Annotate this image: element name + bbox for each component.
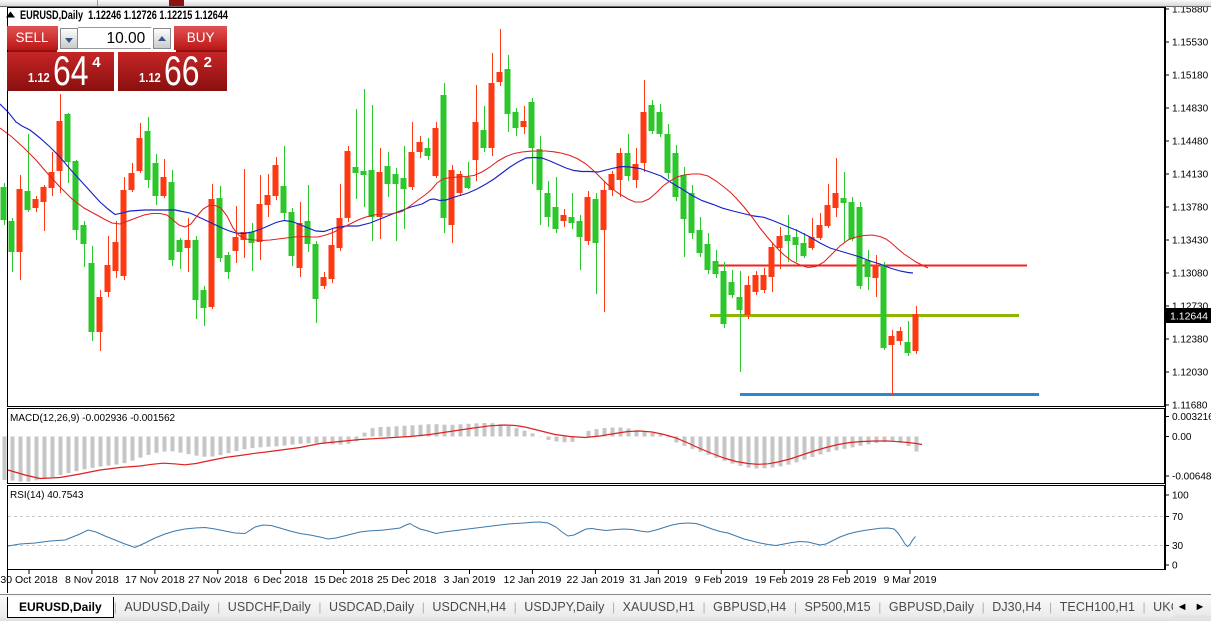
svg-text:1.13430: 1.13430 xyxy=(1172,236,1209,247)
svg-text:22 Jan 2019: 22 Jan 2019 xyxy=(566,574,624,586)
svg-text:-0.006485: -0.006485 xyxy=(1172,472,1211,483)
svg-text:30: 30 xyxy=(1172,541,1184,552)
svg-text:1.14130: 1.14130 xyxy=(1172,170,1209,181)
svg-text:EURUSD,Daily 1.12246 1.12726: EURUSD,Daily 1.12246 1.12726 1.12215 1.1… xyxy=(20,10,228,22)
svg-text:3 Jan 2019: 3 Jan 2019 xyxy=(444,574,496,586)
svg-text:1.12380: 1.12380 xyxy=(1172,335,1209,346)
svg-text:25 Dec 2018: 25 Dec 2018 xyxy=(377,574,437,586)
svg-text:30 Oct 2018: 30 Oct 2018 xyxy=(0,574,57,586)
svg-text:1.11680: 1.11680 xyxy=(1172,401,1208,412)
svg-text:1.15880: 1.15880 xyxy=(1172,5,1209,16)
svg-text:70: 70 xyxy=(1172,512,1184,523)
svg-text:19 Feb 2019: 19 Feb 2019 xyxy=(755,574,814,586)
svg-text:1.12644: 1.12644 xyxy=(1170,311,1208,323)
svg-text:27 Nov 2018: 27 Nov 2018 xyxy=(188,574,248,586)
svg-text:0.00: 0.00 xyxy=(1172,432,1192,443)
svg-text:RSI(14) 40.7543: RSI(14) 40.7543 xyxy=(10,490,84,501)
svg-text:31 Jan 2019: 31 Jan 2019 xyxy=(629,574,687,586)
svg-text:0.003216: 0.003216 xyxy=(1172,412,1211,423)
svg-text:1.14480: 1.14480 xyxy=(1172,137,1209,148)
svg-text:0: 0 xyxy=(1172,561,1178,572)
svg-text:15 Dec 2018: 15 Dec 2018 xyxy=(314,574,374,586)
svg-text:6 Dec 2018: 6 Dec 2018 xyxy=(254,574,308,586)
svg-text:1.12730: 1.12730 xyxy=(1172,302,1209,313)
svg-text:1.15180: 1.15180 xyxy=(1172,71,1209,82)
svg-text:12 Jan 2019: 12 Jan 2019 xyxy=(503,574,561,586)
svg-text:17 Nov 2018: 17 Nov 2018 xyxy=(125,574,185,586)
svg-text:100: 100 xyxy=(1172,491,1189,502)
svg-text:MACD(12,26,9) -0.002936 -0.001: MACD(12,26,9) -0.002936 -0.001562 xyxy=(10,413,176,424)
svg-text:9 Feb 2019: 9 Feb 2019 xyxy=(695,574,748,586)
svg-text:1.13080: 1.13080 xyxy=(1172,269,1209,280)
svg-text:1.12030: 1.12030 xyxy=(1172,368,1209,379)
svg-text:1.15530: 1.15530 xyxy=(1172,38,1209,49)
svg-text:1.13780: 1.13780 xyxy=(1172,203,1209,214)
svg-text:28 Feb 2019: 28 Feb 2019 xyxy=(818,574,877,586)
svg-text:9 Mar 2019: 9 Mar 2019 xyxy=(883,574,936,586)
svg-text:1.14830: 1.14830 xyxy=(1172,104,1209,115)
svg-text:8 Nov 2018: 8 Nov 2018 xyxy=(65,574,119,586)
